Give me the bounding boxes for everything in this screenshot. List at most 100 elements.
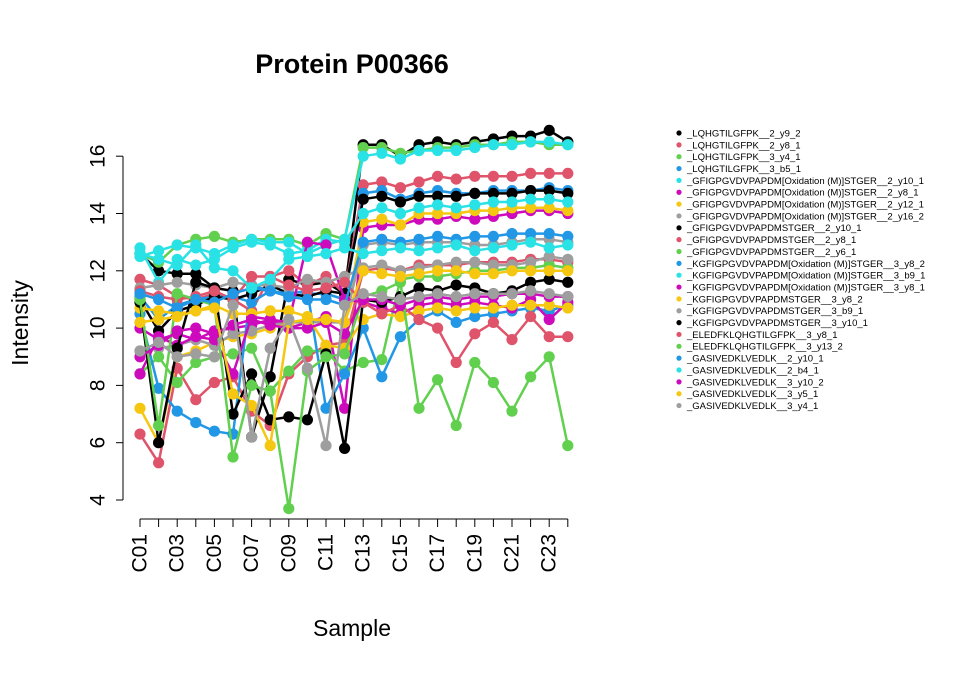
legend-label: _GASIVEDKLVEDLK__2_y10_1 — [686, 354, 824, 365]
data-point — [432, 144, 444, 157]
data-point — [339, 299, 351, 311]
data-point — [543, 228, 555, 240]
data-point — [376, 259, 388, 271]
data-point — [264, 319, 276, 331]
data-point — [153, 305, 165, 317]
data-point — [283, 305, 295, 317]
data-point — [208, 425, 220, 437]
data-point — [264, 440, 276, 452]
data-point — [320, 351, 332, 363]
data-point — [246, 282, 258, 294]
data-point — [227, 348, 239, 360]
data-point — [394, 182, 406, 194]
legend-label: _GFIGPGVDVPAPDM[Oxidation (M)]STGER__2_y… — [686, 176, 924, 187]
x-tick-label: C07 — [240, 534, 263, 573]
data-point — [171, 239, 183, 251]
legend-marker — [676, 260, 682, 266]
legend-label: _KGFIGPGVDVPAPDM[Oxidation (M)]STGER__3_… — [686, 282, 925, 293]
legend-label: _GFIGPGVDVPAPDM[Oxidation (M)]STGER__2_y… — [686, 211, 924, 222]
data-point — [171, 268, 183, 280]
data-point — [487, 242, 499, 254]
data-point — [413, 202, 425, 214]
legend-marker — [676, 296, 682, 302]
data-point — [506, 187, 518, 199]
data-point — [562, 331, 574, 343]
data-point — [413, 176, 425, 188]
data-point — [301, 236, 313, 248]
data-point — [208, 230, 220, 242]
data-point — [432, 288, 444, 300]
legend-marker — [676, 331, 682, 338]
x-tick-label: C03 — [166, 534, 189, 573]
data-point — [227, 299, 239, 311]
data-point — [246, 379, 258, 391]
data-point — [450, 291, 462, 303]
legend-label: _GFIGPGVDVPAPDMSTGER__2_y10_1 — [686, 223, 862, 234]
data-point — [562, 167, 574, 179]
data-point — [357, 265, 369, 277]
data-point — [301, 362, 313, 374]
y-tick-label: 14 — [87, 202, 110, 226]
data-point — [153, 313, 165, 326]
x-tick-label: C21 — [501, 534, 524, 573]
data-point — [357, 142, 369, 154]
data-point — [153, 265, 165, 277]
data-point — [376, 308, 388, 320]
data-point — [171, 342, 183, 354]
legend-marker — [676, 367, 682, 373]
data-point — [450, 173, 462, 185]
data-point — [432, 207, 444, 220]
data-point — [543, 167, 555, 179]
data-point — [171, 288, 183, 300]
data-point — [469, 356, 481, 369]
data-point — [525, 136, 537, 148]
series-24 — [134, 285, 574, 452]
data-point — [376, 291, 388, 303]
data-point — [394, 311, 406, 323]
data-point — [543, 185, 555, 197]
data-point — [208, 351, 220, 363]
data-point — [134, 273, 146, 285]
x-axis-label: Sample — [313, 615, 391, 641]
legend-label: _LQHGTILGFPK__2_y8_1 — [686, 140, 801, 151]
data-point — [320, 313, 332, 326]
data-point — [432, 230, 444, 242]
data-point — [264, 342, 276, 354]
legend-label: _GFIGPGVDVPAPDM[Oxidation (M)]STGER__2_y… — [686, 188, 919, 199]
y-tick-label: 4 — [87, 494, 110, 506]
y-axis: 4 6 8 10 12 14 16 — [87, 145, 124, 506]
data-point — [394, 242, 406, 254]
data-point — [487, 288, 499, 300]
data-point — [264, 285, 276, 297]
data-point — [525, 185, 537, 197]
data-point — [432, 322, 444, 334]
data-point — [469, 268, 481, 280]
data-point — [562, 276, 574, 288]
legend-label: _ELEDFKLQHGTILGFPK__3_y8_1 — [686, 330, 838, 341]
data-point — [134, 402, 146, 414]
data-point — [376, 147, 388, 159]
data-point — [283, 279, 295, 291]
data-point — [506, 299, 518, 311]
data-point — [394, 293, 406, 306]
data-point — [376, 354, 388, 366]
data-point — [301, 293, 313, 306]
data-point — [376, 233, 388, 245]
data-point — [506, 228, 518, 240]
data-point — [450, 316, 462, 328]
data-point — [283, 265, 295, 277]
data-point — [246, 368, 258, 380]
data-point — [562, 196, 574, 208]
data-point — [525, 299, 537, 311]
data-point — [469, 142, 481, 154]
data-point — [190, 259, 202, 271]
data-point — [543, 288, 555, 300]
data-point — [432, 374, 444, 386]
data-point — [450, 256, 462, 268]
data-point — [134, 248, 146, 260]
data-point — [171, 325, 183, 337]
data-point — [543, 299, 555, 311]
y-tick-label: 10 — [87, 316, 110, 339]
data-point — [525, 228, 537, 240]
data-point — [487, 196, 499, 208]
